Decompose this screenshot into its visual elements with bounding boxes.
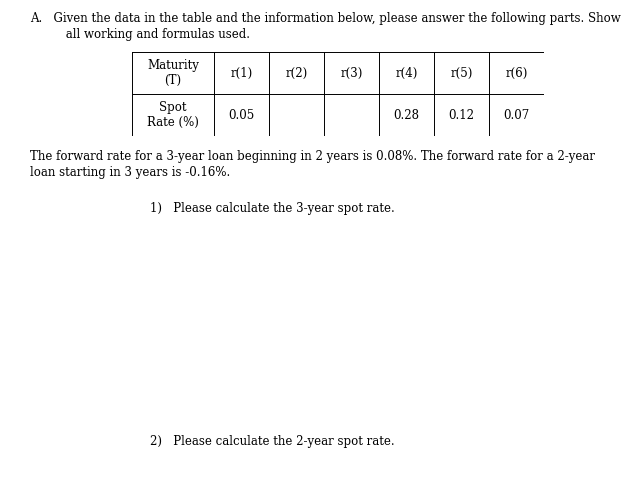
- Text: r(4): r(4): [395, 67, 418, 80]
- Text: 0.07: 0.07: [503, 108, 530, 121]
- Text: r(6): r(6): [505, 67, 528, 80]
- Text: 0.05: 0.05: [228, 108, 255, 121]
- Text: Spot
Rate (%): Spot Rate (%): [147, 101, 199, 129]
- Text: 0.28: 0.28: [394, 108, 419, 121]
- Text: 0.12: 0.12: [448, 108, 475, 121]
- Text: The forward rate for a 3-year loan beginning in 2 years is 0.08%. The forward ra: The forward rate for a 3-year loan begin…: [30, 150, 595, 163]
- Text: all working and formulas used.: all working and formulas used.: [47, 28, 250, 41]
- Text: A.   Given the data in the table and the information below, please answer the fo: A. Given the data in the table and the i…: [30, 12, 621, 25]
- Text: 1)   Please calculate the 3-year spot rate.: 1) Please calculate the 3-year spot rate…: [150, 202, 395, 215]
- Text: r(5): r(5): [450, 67, 473, 80]
- Text: r(2): r(2): [285, 67, 308, 80]
- Text: loan starting in 3 years is -0.16%.: loan starting in 3 years is -0.16%.: [30, 166, 230, 179]
- Text: r(3): r(3): [340, 67, 362, 80]
- Text: r(1): r(1): [230, 67, 253, 80]
- Text: Maturity
(T): Maturity (T): [147, 59, 199, 87]
- Text: 2)   Please calculate the 2-year spot rate.: 2) Please calculate the 2-year spot rate…: [150, 435, 394, 448]
